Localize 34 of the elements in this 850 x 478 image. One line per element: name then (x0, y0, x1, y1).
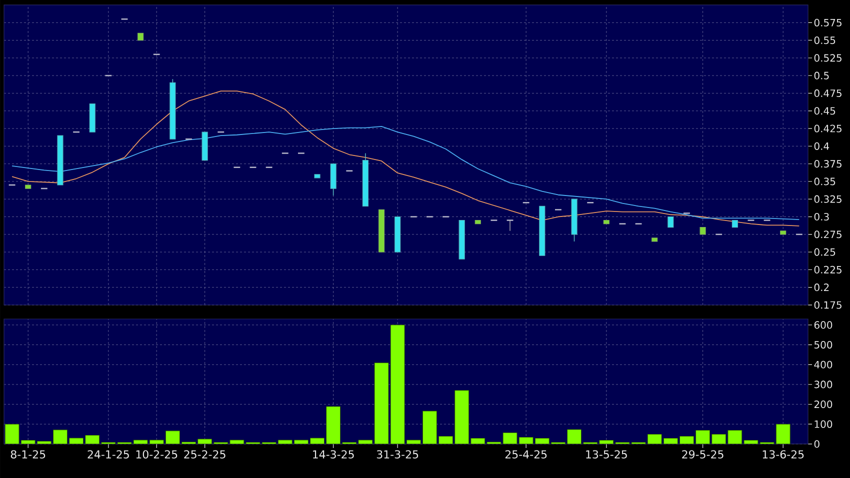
y-tick-label: 0.35 (814, 178, 836, 186)
y-tick-label: 0.3 (814, 212, 829, 221)
y-tick-label: 0.5 (814, 72, 829, 80)
y-tick-label: 100 (814, 420, 832, 428)
x-tick-label: 24-1-25 (88, 450, 129, 459)
x-tick-label: 14-3-25 (313, 450, 354, 459)
y-tick-label: 0.425 (814, 124, 842, 132)
x-tick-label: 31-3-25 (376, 450, 418, 459)
y-tick-label: 0.575 (814, 18, 842, 26)
y-tick-label: 500 (814, 340, 832, 349)
x-tick-label: 25-2-25 (184, 450, 226, 459)
x-tick-label: 29-5-25 (682, 450, 724, 459)
y-tick-label: 0.475 (814, 89, 842, 98)
y-tick-label: 0.375 (814, 160, 842, 168)
y-tick-label: 0 (814, 440, 820, 448)
y-tick-label: 0.45 (814, 107, 836, 115)
y-tick-label: 0.525 (814, 54, 842, 62)
y-tick-label: 0.325 (814, 195, 842, 203)
y-tick-label: 0.4 (814, 142, 830, 150)
y-tick-label: 0.2 (814, 284, 829, 292)
y-tick-label: 400 (814, 360, 832, 368)
x-tick-label: 8-1-25 (10, 450, 46, 459)
y-tick-label: 0.175 (814, 301, 842, 309)
y-tick-label: 300 (814, 380, 832, 388)
y-tick-label: 600 (814, 321, 832, 329)
y-tick-label: 0.225 (814, 266, 842, 274)
y-tick-label: 0.55 (814, 36, 836, 44)
y-tick-label: 200 (814, 400, 832, 408)
x-tick-label: 25-4-25 (505, 450, 547, 459)
x-tick-label: 13-6-25 (762, 450, 804, 459)
x-tick-label: 10-2-25 (136, 450, 178, 459)
y-tick-label: 0.25 (814, 248, 836, 256)
y-tick-label: 0.275 (814, 230, 842, 238)
x-tick-label: 13-5-25 (586, 450, 627, 459)
